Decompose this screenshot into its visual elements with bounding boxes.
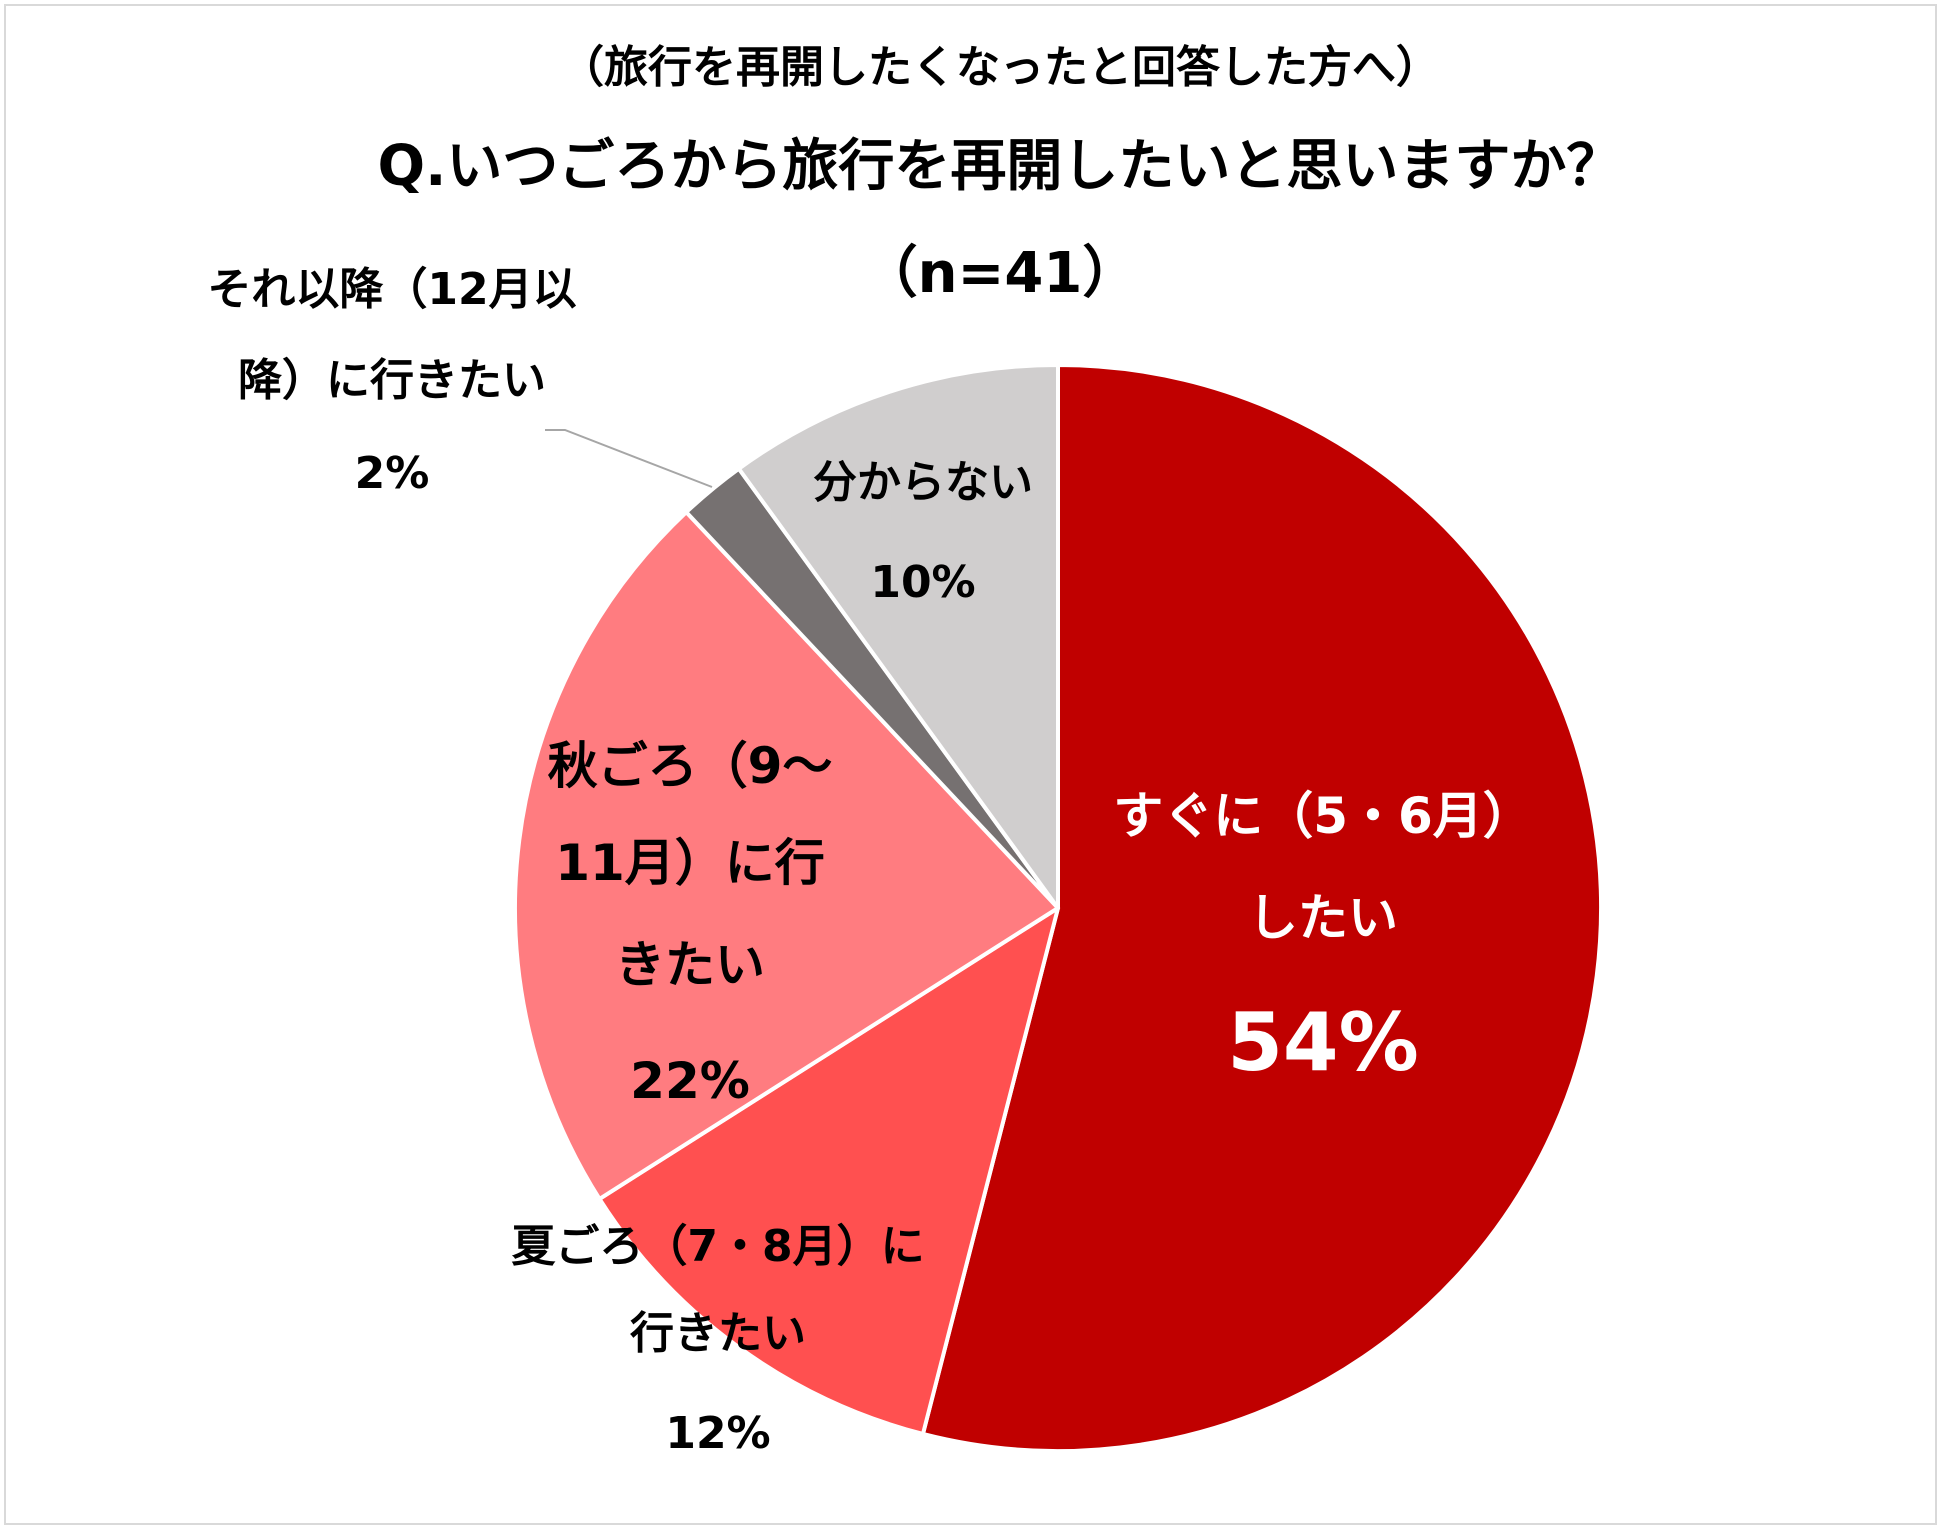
slice-percent-4: 10% xyxy=(870,557,975,608)
slice-label-1-line-1: 行きたい xyxy=(630,1308,806,1359)
slice-label-3-line-0: それ以降（12月以 xyxy=(207,264,576,315)
pie-slice-4 xyxy=(736,363,1060,910)
pie-slice-2 xyxy=(513,510,1060,1201)
leader-line-slice-3 xyxy=(545,429,713,488)
slice-label-2-line-2: きたい xyxy=(615,936,765,994)
slice-percent-0: 54% xyxy=(1227,996,1418,1089)
slice-label-2-line-0: 秋ごろ（9～ xyxy=(548,737,833,795)
pie-slice-1 xyxy=(597,906,1060,1436)
chart-title-line-2: Q.いつごろから旅行を再開したいと思いますか？ xyxy=(378,134,1623,199)
pie-labels: すぐに（5・6月） したい 54% 夏ごろ（7・8月）に行きたい 12% 秋ごろ（9～ 11… xyxy=(207,264,1532,1459)
chart-title-line-3: （n=41） xyxy=(862,241,1139,306)
slice-label-2-line-1: 11月）に行 xyxy=(555,834,825,892)
slice-label-0-line-0: すぐに（5・6月） xyxy=(1113,787,1533,845)
slice-label-0-line-1: したい xyxy=(1248,889,1398,947)
pie-slices xyxy=(513,363,1604,1453)
slice-label-3-line-1: 降）に行きたい xyxy=(238,355,546,406)
pie-slice-0 xyxy=(920,363,1604,1453)
chart-frame xyxy=(4,4,1937,1525)
chart-title-line-1: （旅行を再開したくなったと回答した方へ） xyxy=(560,42,1440,93)
slice-percent-1: 12% xyxy=(665,1408,770,1459)
slice-label-1-line-0: 夏ごろ（7・8月）に xyxy=(511,1221,924,1272)
slice-percent-2: 22% xyxy=(630,1052,750,1110)
slice-label-4-line-0: 分からない xyxy=(813,457,1033,508)
slice-percent-3: 2% xyxy=(355,448,430,499)
